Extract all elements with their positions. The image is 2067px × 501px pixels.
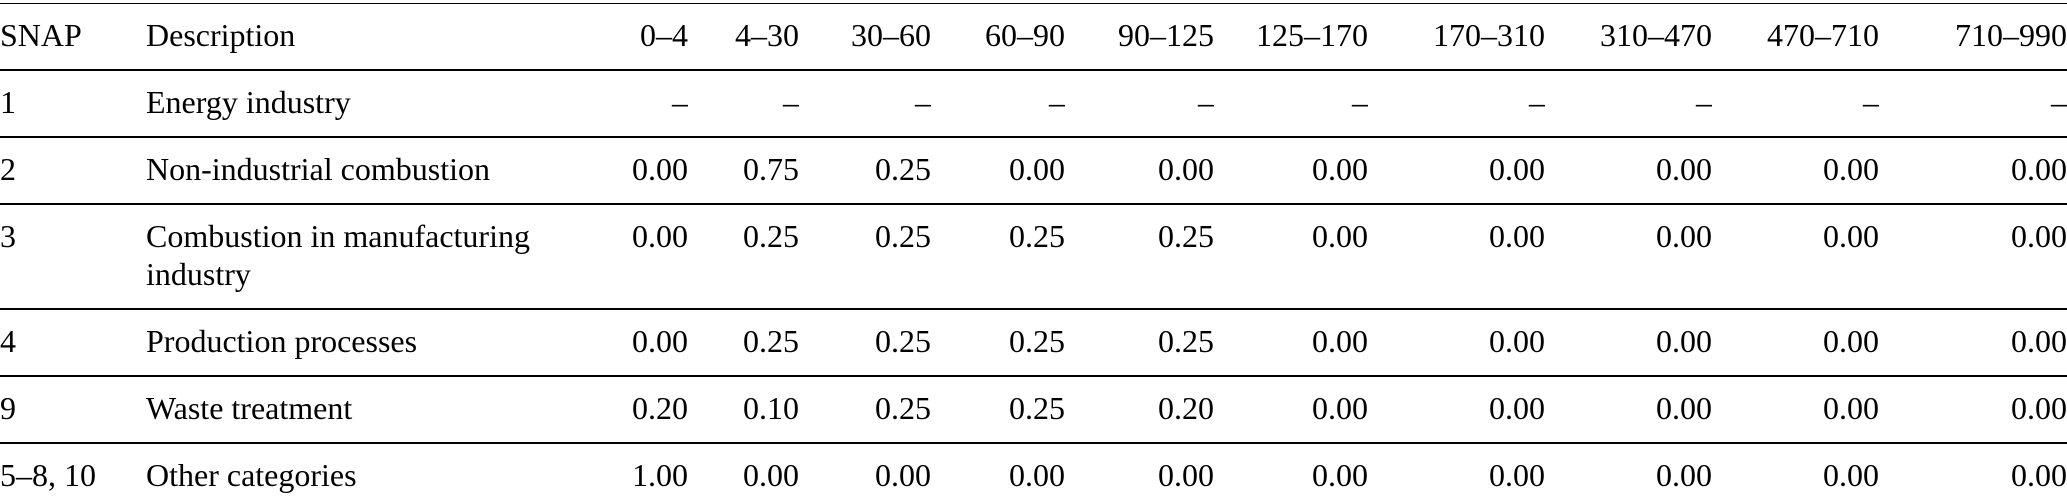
column-header-snap: SNAP [0, 17, 82, 53]
table-row-production-processes: 4 Production processes 0.00 0.25 0.25 0.… [0, 309, 2067, 376]
value-cell: 0.00 [2011, 323, 2067, 359]
value-cell: 0.00 [1312, 151, 1368, 187]
value-cell: 0.10 [743, 390, 799, 426]
value-cell: 0.00 [743, 457, 799, 493]
value-cell: 0.25 [875, 151, 931, 187]
column-header-range-310-470: 310–470 [1600, 17, 1712, 53]
value-cell: 0.25 [743, 323, 799, 359]
value-cell: 0.25 [1158, 323, 1214, 359]
value-cell: 0.25 [1009, 323, 1065, 359]
value-cell: 0.00 [1312, 218, 1368, 254]
value-cell: 0.20 [1158, 390, 1214, 426]
value-cell: 0.00 [1489, 457, 1545, 493]
value-cell: 0.25 [875, 218, 931, 254]
column-header-range-170-310: 170–310 [1433, 17, 1545, 53]
description-cell: Production processes [146, 323, 418, 359]
value-cell: 0.00 [1489, 390, 1545, 426]
snap-cell: 2 [0, 151, 16, 187]
value-cell: 0.00 [1312, 323, 1368, 359]
column-header-range-4-30: 4–30 [735, 17, 799, 53]
table-row-combustion-manufacturing: 3 Combustion in manufacturing industry 0… [0, 204, 2067, 309]
column-header-range-0-4: 0–4 [640, 17, 688, 53]
value-cell: – [1198, 84, 1214, 120]
value-cell: – [2051, 84, 2067, 120]
value-cell: – [1696, 84, 1712, 120]
value-cell: 0.00 [1656, 390, 1712, 426]
value-cell: – [672, 84, 688, 120]
value-cell: 0.00 [1823, 323, 1879, 359]
value-cell: – [1863, 84, 1879, 120]
value-cell: 0.00 [1158, 457, 1214, 493]
value-cell: 0.00 [1158, 151, 1214, 187]
description-cell: Energy industry [146, 84, 351, 120]
value-cell: 0.00 [1656, 457, 1712, 493]
table-row-non-industrial-combustion: 2 Non-industrial combustion 0.00 0.75 0.… [0, 137, 2067, 204]
value-cell: 0.00 [1312, 390, 1368, 426]
value-cell: 0.75 [743, 151, 799, 187]
value-cell: 0.00 [875, 457, 931, 493]
column-header-description: Description [146, 17, 296, 53]
value-cell: 0.00 [2011, 390, 2067, 426]
snap-cell: 1 [0, 84, 16, 120]
value-cell: 0.00 [632, 323, 688, 359]
value-cell: 0.25 [1009, 390, 1065, 426]
value-cell: 0.00 [1823, 390, 1879, 426]
snap-cell: 3 [0, 218, 16, 254]
value-cell: 0.25 [1158, 218, 1214, 254]
value-cell: 0.00 [1656, 151, 1712, 187]
value-cell: 0.25 [875, 390, 931, 426]
value-cell: 0.00 [2011, 457, 2067, 493]
value-cell: – [783, 84, 799, 120]
column-header-range-90-125: 90–125 [1118, 17, 1214, 53]
value-cell: 0.00 [1312, 457, 1368, 493]
value-cell: 0.00 [632, 151, 688, 187]
value-cell: 0.20 [632, 390, 688, 426]
table-row-energy-industry: 1 Energy industry – – – – – – – – – – [0, 70, 2067, 137]
value-cell: 0.00 [1823, 218, 1879, 254]
column-header-range-710-990: 710–990 [1955, 17, 2067, 53]
header-row: SNAP Description 0–4 4–30 30–60 60–90 90… [0, 4, 2067, 70]
description-cell: Other categories [146, 457, 357, 493]
value-cell: 0.00 [1489, 151, 1545, 187]
value-cell: – [915, 84, 931, 120]
value-cell: 0.00 [1009, 151, 1065, 187]
snap-cell: 4 [0, 323, 16, 359]
value-cell: 0.00 [2011, 218, 2067, 254]
column-header-range-30-60: 30–60 [851, 17, 931, 53]
value-cell: 0.25 [743, 218, 799, 254]
column-header-range-125-170: 125–170 [1256, 17, 1368, 53]
table-row-other-categories: 5–8, 10 Other categories 1.00 0.00 0.00 … [0, 443, 2067, 501]
value-cell: 0.00 [1489, 218, 1545, 254]
value-cell: 0.00 [1656, 323, 1712, 359]
value-cell: 0.00 [1489, 323, 1545, 359]
value-cell: 0.00 [632, 218, 688, 254]
value-cell: 0.25 [1009, 218, 1065, 254]
table-row-waste-treatment: 9 Waste treatment 0.20 0.10 0.25 0.25 0.… [0, 376, 2067, 443]
value-cell: – [1529, 84, 1545, 120]
value-cell: – [1352, 84, 1368, 120]
description-cell: Non-industrial combustion [146, 151, 490, 187]
description-cell: Combustion in manufacturing industry [146, 218, 530, 292]
column-header-range-470-710: 470–710 [1767, 17, 1879, 53]
column-header-range-60-90: 60–90 [985, 17, 1065, 53]
value-cell: 0.00 [1823, 457, 1879, 493]
value-cell: 0.00 [1009, 457, 1065, 493]
snap-cell: 9 [0, 390, 16, 426]
snap-cell: 5–8, 10 [0, 457, 96, 493]
value-cell: 0.00 [1823, 151, 1879, 187]
value-cell: 0.00 [2011, 151, 2067, 187]
value-cell: 1.00 [632, 457, 688, 493]
description-cell: Waste treatment [146, 390, 353, 426]
snap-height-distribution-table: SNAP Description 0–4 4–30 30–60 60–90 90… [0, 3, 2067, 501]
value-cell: – [1049, 84, 1065, 120]
value-cell: 0.25 [875, 323, 931, 359]
value-cell: 0.00 [1656, 218, 1712, 254]
